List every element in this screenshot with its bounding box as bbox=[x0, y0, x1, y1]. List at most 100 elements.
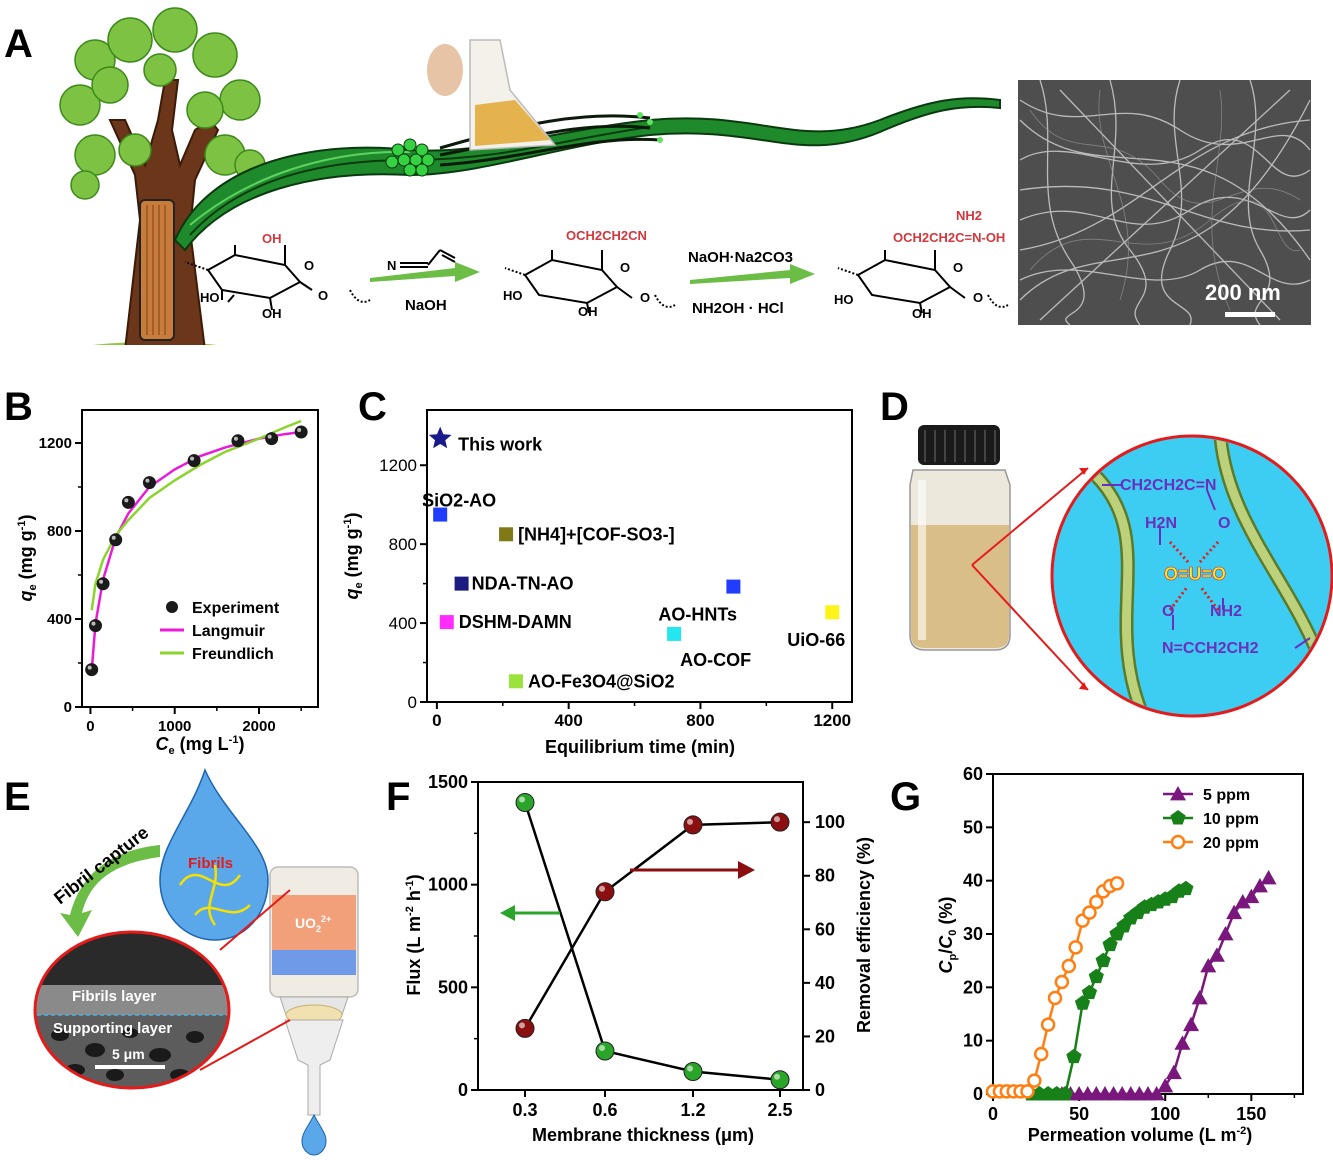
chem-nh2: NH2 bbox=[1210, 603, 1242, 620]
series-point-right bbox=[515, 1018, 535, 1038]
y2-tick-label: 100 bbox=[815, 812, 845, 832]
experiment-point bbox=[96, 577, 110, 591]
ring1-oh: OH bbox=[262, 306, 282, 321]
experiment-point bbox=[88, 619, 102, 633]
x-tick-label: 100 bbox=[1150, 1104, 1180, 1124]
data-point bbox=[428, 426, 452, 449]
data-point bbox=[433, 507, 448, 522]
substituent-oh: OH bbox=[262, 231, 282, 246]
y-tick-label: 60 bbox=[963, 765, 983, 784]
y-tick-label: 500 bbox=[438, 977, 468, 997]
experiment-point-highlight bbox=[267, 434, 272, 439]
zoom-e-line-2 bbox=[199, 1019, 291, 1071]
series-point bbox=[1040, 1017, 1056, 1032]
flask-image bbox=[427, 39, 557, 151]
scale-label-5um: 5 μm bbox=[112, 1046, 145, 1062]
series-point bbox=[1217, 926, 1234, 941]
scale-bar-5um bbox=[95, 1065, 165, 1069]
experiment-point-highlight bbox=[297, 428, 302, 432]
x-tick-label: 0 bbox=[988, 1104, 998, 1124]
y-tick-label: 800 bbox=[389, 535, 417, 554]
data-point bbox=[499, 527, 514, 542]
series-point bbox=[1183, 1016, 1200, 1032]
x-tick-label: 0 bbox=[86, 718, 94, 735]
ring3-oh: OH bbox=[912, 306, 932, 321]
data-point bbox=[667, 626, 682, 641]
substituent-ao: OCH2CH2C=N-OH bbox=[893, 230, 1005, 245]
legend-marker bbox=[1170, 834, 1186, 850]
experiment-point-highlight bbox=[145, 478, 150, 483]
series-point-highlight bbox=[519, 1022, 525, 1029]
legend-label-experiment: Experiment bbox=[192, 600, 280, 617]
experiment-point bbox=[187, 454, 201, 468]
y2-tick-label: 40 bbox=[815, 973, 835, 993]
panel-letter-d: D bbox=[880, 385, 909, 429]
series-point bbox=[1020, 1084, 1035, 1099]
series-point-highlight bbox=[599, 1044, 605, 1051]
substituent-cn: OCH2CH2CN bbox=[566, 228, 647, 243]
plot-frame bbox=[477, 781, 804, 1091]
data-point-label: AO-Fe3O4@SiO2 bbox=[528, 671, 675, 691]
series-point bbox=[1095, 952, 1111, 968]
reagent-naoh: NaOH bbox=[405, 297, 447, 314]
y-tick-label: 1200 bbox=[39, 435, 72, 452]
y2-tick-label: 20 bbox=[815, 1026, 835, 1046]
legend-marker bbox=[1170, 786, 1186, 801]
experiment-point bbox=[142, 476, 156, 490]
data-point-label: AO-HNTs bbox=[658, 605, 737, 625]
ring2-o2: O bbox=[640, 290, 650, 305]
series-point bbox=[1243, 888, 1260, 904]
reaction-arrows bbox=[370, 262, 815, 284]
panel-a-illustration: 200 nm HO OH O O bbox=[59, 7, 1311, 345]
x-tick-label: 1000 bbox=[158, 718, 191, 735]
series-point bbox=[1234, 894, 1251, 909]
ring1-o: O bbox=[304, 258, 314, 273]
chem-o-bottom: O bbox=[1162, 603, 1174, 620]
ring2-ho: HO bbox=[503, 288, 523, 303]
x-tick-label: 50 bbox=[1069, 1104, 1089, 1124]
y-tick-label: 400 bbox=[47, 611, 72, 628]
ring3-o: O bbox=[953, 260, 963, 275]
ring1-o2: O bbox=[318, 288, 328, 303]
x-tick-label: 800 bbox=[686, 711, 714, 730]
experiment-point bbox=[294, 425, 308, 439]
y2-tick-label: 60 bbox=[815, 919, 835, 939]
series-point bbox=[1208, 947, 1225, 962]
plot-frame bbox=[81, 409, 319, 708]
zoom-line-bottom bbox=[971, 564, 1089, 691]
panel-letter-g: G bbox=[890, 775, 922, 819]
series-point-left bbox=[515, 793, 535, 813]
data-point-label: NDA-TN-AO bbox=[472, 574, 574, 594]
x-tick-label: 400 bbox=[554, 711, 582, 730]
series-point-left bbox=[770, 1070, 790, 1090]
chem-o-top: O bbox=[1218, 515, 1230, 532]
series-point bbox=[1089, 894, 1104, 910]
y-tick-label: 400 bbox=[389, 614, 417, 633]
legend-label-langmuir: Langmuir bbox=[192, 623, 265, 640]
series-point bbox=[1088, 968, 1104, 984]
fibril-capture-label: Fibril capture bbox=[50, 822, 152, 908]
series-point bbox=[1054, 974, 1070, 990]
legend-marker bbox=[1170, 810, 1186, 825]
y-tick-label: 0 bbox=[64, 699, 72, 716]
data-point-label: [NH4]+[COF-SO3-] bbox=[518, 524, 675, 544]
series-point-highlight bbox=[519, 796, 525, 803]
series-point bbox=[1165, 1064, 1182, 1080]
series-point bbox=[1200, 958, 1217, 973]
data-point bbox=[825, 605, 840, 620]
y-tick-label: 10 bbox=[963, 1031, 983, 1051]
series-point-highlight bbox=[687, 1065, 693, 1072]
y-tick-label: 1500 bbox=[428, 772, 468, 792]
tree-cross-lines bbox=[146, 205, 166, 335]
fibril-capture-arrow bbox=[60, 845, 160, 937]
substituent-nh2: NH2 bbox=[956, 208, 982, 223]
ring3-ho: HO bbox=[834, 292, 854, 307]
series-point bbox=[1251, 878, 1268, 893]
x-tick-label: 2000 bbox=[242, 718, 275, 735]
series-point bbox=[1027, 1073, 1042, 1088]
series-point bbox=[1109, 876, 1125, 891]
series-line-right bbox=[523, 820, 781, 1030]
experiment-point bbox=[231, 434, 245, 448]
chem-center: O=U=O bbox=[1164, 564, 1226, 584]
y2-axis-label: Removal efficiency (%) bbox=[854, 837, 874, 1033]
